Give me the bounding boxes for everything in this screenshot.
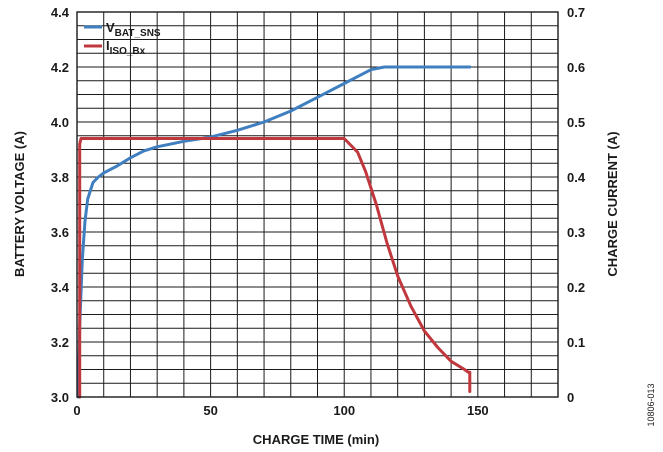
right-y-tick-label: 0 — [567, 390, 574, 405]
tick-labels: 0 50 100 150 3.0 3.2 3.4 3.6 3.8 4.0 4.2 4.4 0 0.1 0.2… — [51, 5, 586, 418]
series-lines — [76, 65, 472, 399]
left-y-axis-title: BATTERY VOLTAGE (A) — [12, 131, 27, 277]
x-tick-label: 0 — [73, 403, 80, 418]
legend-label-voltage: VBAT_SNS — [106, 20, 161, 39]
x-tick-label: 100 — [333, 403, 355, 418]
left-y-tick-label: 4.2 — [51, 60, 69, 75]
right-y-tick-label: 0.4 — [567, 170, 586, 185]
x-tick-label: 150 — [467, 403, 489, 418]
left-y-tick-label: 4.0 — [51, 115, 69, 130]
left-y-tick-label: 3.2 — [51, 335, 69, 350]
right-y-tick-label: 0.2 — [567, 280, 585, 295]
right-y-tick-label: 0.1 — [567, 335, 585, 350]
plot-frame — [76, 11, 559, 398]
x-tick-label: 50 — [203, 403, 217, 418]
right-y-axis-title: CHARGE CURRENT (A) — [605, 131, 620, 276]
left-y-tick-label: 3.4 — [51, 280, 70, 295]
left-y-tick-label: 3.8 — [51, 170, 69, 185]
right-y-tick-label: 0.6 — [567, 60, 585, 75]
legend-label-current: IISO_Bx — [106, 38, 146, 57]
x-axis-title: CHARGE TIME (min) — [253, 432, 379, 447]
series-line-current — [78, 137, 472, 399]
right-y-tick-label: 0.3 — [567, 225, 585, 240]
left-y-tick-label: 3.0 — [51, 390, 69, 405]
grid — [77, 12, 558, 397]
left-y-tick-label: 4.4 — [51, 5, 70, 20]
right-y-tick-label: 0.7 — [567, 5, 585, 20]
right-y-tick-label: 0.5 — [567, 115, 585, 130]
legend: VBAT_SNS IISO_Bx — [84, 20, 161, 57]
left-y-tick-label: 3.6 — [51, 225, 69, 240]
figure-id: 10806-013 — [646, 383, 656, 426]
